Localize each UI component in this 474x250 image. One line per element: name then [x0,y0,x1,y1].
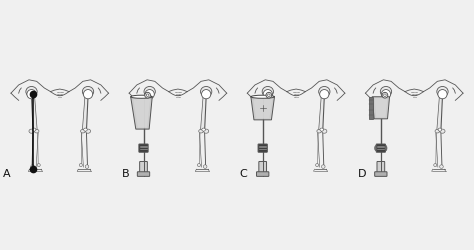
Ellipse shape [201,86,212,97]
Circle shape [83,90,92,99]
Ellipse shape [82,86,94,97]
Ellipse shape [262,86,273,97]
Circle shape [31,165,34,168]
Circle shape [321,165,325,168]
Ellipse shape [380,86,392,97]
Ellipse shape [144,86,155,97]
Ellipse shape [32,128,36,131]
FancyBboxPatch shape [256,172,269,176]
Polygon shape [201,96,206,130]
Polygon shape [82,96,88,130]
Circle shape [382,90,391,99]
Ellipse shape [438,128,442,131]
Circle shape [198,164,201,166]
Circle shape [145,92,150,98]
Ellipse shape [26,86,37,97]
Polygon shape [319,96,324,130]
Polygon shape [133,98,150,128]
Ellipse shape [81,129,85,133]
Circle shape [27,90,36,99]
Circle shape [434,164,437,166]
FancyBboxPatch shape [377,162,385,173]
Polygon shape [31,96,37,130]
Circle shape [266,92,272,98]
FancyBboxPatch shape [258,144,267,152]
Circle shape [145,90,155,99]
Ellipse shape [202,128,205,131]
Ellipse shape [34,129,39,133]
Polygon shape [131,97,152,129]
Polygon shape [254,98,273,118]
Ellipse shape [199,129,203,133]
Circle shape [263,90,273,99]
Ellipse shape [85,129,91,133]
Ellipse shape [435,129,440,133]
Ellipse shape [385,146,387,151]
Ellipse shape [251,95,274,98]
Ellipse shape [317,129,321,133]
Ellipse shape [440,129,445,133]
Text: C: C [239,170,247,179]
Ellipse shape [374,146,377,151]
FancyBboxPatch shape [259,162,266,173]
FancyBboxPatch shape [374,172,387,176]
FancyBboxPatch shape [140,162,147,173]
Ellipse shape [322,129,327,133]
Circle shape [85,165,89,168]
Polygon shape [437,96,443,130]
Text: B: B [121,170,129,179]
FancyBboxPatch shape [376,144,385,152]
Circle shape [203,165,207,168]
Circle shape [37,164,40,166]
Circle shape [201,90,211,99]
FancyBboxPatch shape [369,97,373,119]
Text: D: D [358,170,366,179]
Ellipse shape [437,86,448,97]
Circle shape [319,90,329,99]
Ellipse shape [131,95,152,98]
Polygon shape [251,97,274,120]
Circle shape [382,92,388,98]
Polygon shape [374,98,388,117]
Polygon shape [372,97,390,119]
Ellipse shape [204,129,209,133]
Ellipse shape [319,86,330,97]
Circle shape [440,165,443,168]
Ellipse shape [29,129,34,133]
Circle shape [438,90,447,99]
Text: A: A [3,170,11,179]
Ellipse shape [320,128,324,131]
Circle shape [316,164,319,166]
Ellipse shape [83,128,87,131]
Circle shape [79,164,82,166]
FancyBboxPatch shape [137,172,150,176]
FancyBboxPatch shape [139,144,148,152]
